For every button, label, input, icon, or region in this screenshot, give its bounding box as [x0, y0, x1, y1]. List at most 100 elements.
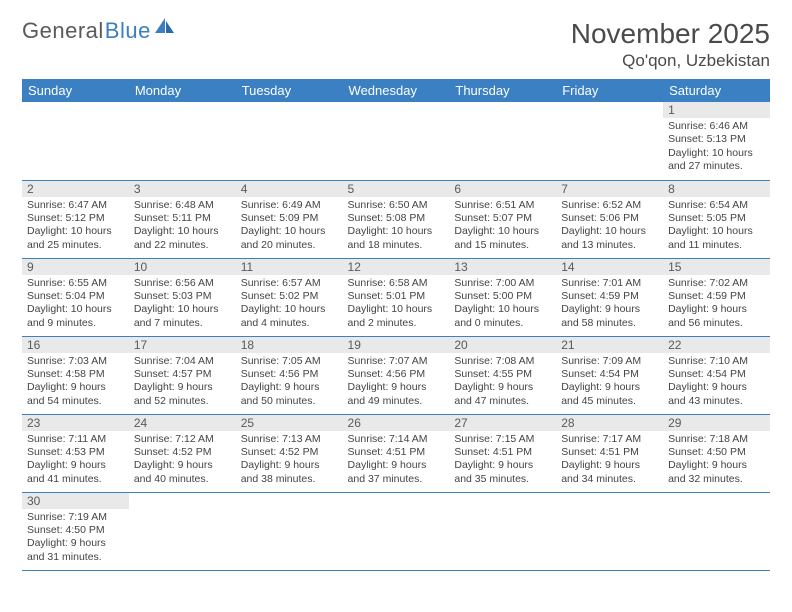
day-day: Daylight: 9 hours and 38 minutes.	[241, 459, 338, 486]
day-sunrise: Sunrise: 6:51 AM	[454, 199, 551, 212]
calendar-day-cell: 24Sunrise: 7:12 AMSunset: 4:52 PMDayligh…	[129, 414, 236, 492]
day-sunrise: Sunrise: 6:55 AM	[27, 277, 124, 290]
day-body: Sunrise: 6:47 AMSunset: 5:12 PMDaylight:…	[22, 197, 129, 257]
weekday-header: Wednesday	[343, 79, 450, 102]
day-number: 7	[556, 181, 663, 197]
day-body: Sunrise: 7:09 AMSunset: 4:54 PMDaylight:…	[556, 353, 663, 413]
day-number: 1	[663, 102, 770, 118]
day-sunrise: Sunrise: 7:19 AM	[27, 511, 124, 524]
calendar-day-cell: 14Sunrise: 7:01 AMSunset: 4:59 PMDayligh…	[556, 258, 663, 336]
day-day: Daylight: 9 hours and 41 minutes.	[27, 459, 124, 486]
day-day: Daylight: 9 hours and 47 minutes.	[454, 381, 551, 408]
day-sunrise: Sunrise: 7:10 AM	[668, 355, 765, 368]
day-day: Daylight: 10 hours and 22 minutes.	[134, 225, 231, 252]
calendar-empty-cell	[343, 102, 450, 180]
calendar-table: SundayMondayTuesdayWednesdayThursdayFrid…	[22, 79, 770, 571]
calendar-empty-cell	[236, 102, 343, 180]
calendar-day-cell: 9Sunrise: 6:55 AMSunset: 5:04 PMDaylight…	[22, 258, 129, 336]
day-sunset: Sunset: 4:56 PM	[348, 368, 445, 381]
day-number: 29	[663, 415, 770, 431]
day-number: 26	[343, 415, 450, 431]
day-sunset: Sunset: 4:51 PM	[348, 446, 445, 459]
day-day: Daylight: 9 hours and 52 minutes.	[134, 381, 231, 408]
day-sunset: Sunset: 5:06 PM	[561, 212, 658, 225]
day-sunrise: Sunrise: 7:01 AM	[561, 277, 658, 290]
day-body: Sunrise: 7:04 AMSunset: 4:57 PMDaylight:…	[129, 353, 236, 413]
calendar-day-cell: 15Sunrise: 7:02 AMSunset: 4:59 PMDayligh…	[663, 258, 770, 336]
day-body: Sunrise: 7:02 AMSunset: 4:59 PMDaylight:…	[663, 275, 770, 335]
day-sunrise: Sunrise: 6:46 AM	[668, 120, 765, 133]
day-sunrise: Sunrise: 7:02 AM	[668, 277, 765, 290]
day-sunset: Sunset: 5:12 PM	[27, 212, 124, 225]
day-number: 14	[556, 259, 663, 275]
day-body: Sunrise: 6:55 AMSunset: 5:04 PMDaylight:…	[22, 275, 129, 335]
day-sunrise: Sunrise: 7:18 AM	[668, 433, 765, 446]
page: GeneralBlue November 2025 Qo'qon, Uzbeki…	[0, 0, 792, 571]
day-day: Daylight: 9 hours and 45 minutes.	[561, 381, 658, 408]
calendar-header-row: SundayMondayTuesdayWednesdayThursdayFrid…	[22, 79, 770, 102]
calendar-empty-cell	[343, 492, 450, 570]
weekday-header: Thursday	[449, 79, 556, 102]
day-body: Sunrise: 7:03 AMSunset: 4:58 PMDaylight:…	[22, 353, 129, 413]
day-sunrise: Sunrise: 7:09 AM	[561, 355, 658, 368]
day-day: Daylight: 10 hours and 11 minutes.	[668, 225, 765, 252]
calendar-week-row: 23Sunrise: 7:11 AMSunset: 4:53 PMDayligh…	[22, 414, 770, 492]
calendar-day-cell: 29Sunrise: 7:18 AMSunset: 4:50 PMDayligh…	[663, 414, 770, 492]
day-body: Sunrise: 7:12 AMSunset: 4:52 PMDaylight:…	[129, 431, 236, 491]
day-body: Sunrise: 6:50 AMSunset: 5:08 PMDaylight:…	[343, 197, 450, 257]
day-number: 4	[236, 181, 343, 197]
day-day: Daylight: 9 hours and 54 minutes.	[27, 381, 124, 408]
day-day: Daylight: 9 hours and 40 minutes.	[134, 459, 231, 486]
day-number: 5	[343, 181, 450, 197]
calendar-day-cell: 6Sunrise: 6:51 AMSunset: 5:07 PMDaylight…	[449, 180, 556, 258]
day-sunrise: Sunrise: 7:12 AM	[134, 433, 231, 446]
title-month: November 2025	[571, 18, 770, 50]
day-number: 20	[449, 337, 556, 353]
day-sunset: Sunset: 4:54 PM	[668, 368, 765, 381]
calendar-day-cell: 5Sunrise: 6:50 AMSunset: 5:08 PMDaylight…	[343, 180, 450, 258]
calendar-day-cell: 28Sunrise: 7:17 AMSunset: 4:51 PMDayligh…	[556, 414, 663, 492]
calendar-day-cell: 4Sunrise: 6:49 AMSunset: 5:09 PMDaylight…	[236, 180, 343, 258]
day-body: Sunrise: 6:57 AMSunset: 5:02 PMDaylight:…	[236, 275, 343, 335]
day-sunrise: Sunrise: 6:52 AM	[561, 199, 658, 212]
day-body: Sunrise: 7:18 AMSunset: 4:50 PMDaylight:…	[663, 431, 770, 491]
day-body: Sunrise: 6:56 AMSunset: 5:03 PMDaylight:…	[129, 275, 236, 335]
calendar-day-cell: 12Sunrise: 6:58 AMSunset: 5:01 PMDayligh…	[343, 258, 450, 336]
calendar-empty-cell	[556, 492, 663, 570]
calendar-empty-cell	[129, 492, 236, 570]
day-body: Sunrise: 7:11 AMSunset: 4:53 PMDaylight:…	[22, 431, 129, 491]
day-sunset: Sunset: 4:56 PM	[241, 368, 338, 381]
day-day: Daylight: 9 hours and 31 minutes.	[27, 537, 124, 564]
day-body: Sunrise: 7:10 AMSunset: 4:54 PMDaylight:…	[663, 353, 770, 413]
calendar-week-row: 2Sunrise: 6:47 AMSunset: 5:12 PMDaylight…	[22, 180, 770, 258]
calendar-day-cell: 21Sunrise: 7:09 AMSunset: 4:54 PMDayligh…	[556, 336, 663, 414]
day-day: Daylight: 10 hours and 2 minutes.	[348, 303, 445, 330]
calendar-week-row: 1Sunrise: 6:46 AMSunset: 5:13 PMDaylight…	[22, 102, 770, 180]
day-number: 27	[449, 415, 556, 431]
day-number: 17	[129, 337, 236, 353]
day-sunset: Sunset: 4:50 PM	[668, 446, 765, 459]
day-sunset: Sunset: 4:53 PM	[27, 446, 124, 459]
day-day: Daylight: 9 hours and 37 minutes.	[348, 459, 445, 486]
day-sunrise: Sunrise: 6:57 AM	[241, 277, 338, 290]
brand-general: General	[22, 18, 104, 44]
day-sunset: Sunset: 4:51 PM	[561, 446, 658, 459]
header: GeneralBlue November 2025 Qo'qon, Uzbeki…	[22, 18, 770, 71]
day-number: 18	[236, 337, 343, 353]
day-number: 3	[129, 181, 236, 197]
day-number: 24	[129, 415, 236, 431]
day-day: Daylight: 10 hours and 7 minutes.	[134, 303, 231, 330]
day-sunset: Sunset: 4:54 PM	[561, 368, 658, 381]
day-sunset: Sunset: 5:11 PM	[134, 212, 231, 225]
day-body: Sunrise: 6:54 AMSunset: 5:05 PMDaylight:…	[663, 197, 770, 257]
weekday-header: Friday	[556, 79, 663, 102]
calendar-empty-cell	[556, 102, 663, 180]
calendar-week-row: 9Sunrise: 6:55 AMSunset: 5:04 PMDaylight…	[22, 258, 770, 336]
day-number: 13	[449, 259, 556, 275]
day-sunset: Sunset: 4:51 PM	[454, 446, 551, 459]
day-body: Sunrise: 6:52 AMSunset: 5:06 PMDaylight:…	[556, 197, 663, 257]
day-day: Daylight: 10 hours and 0 minutes.	[454, 303, 551, 330]
day-sunrise: Sunrise: 7:07 AM	[348, 355, 445, 368]
calendar-empty-cell	[449, 492, 556, 570]
day-sunset: Sunset: 5:00 PM	[454, 290, 551, 303]
